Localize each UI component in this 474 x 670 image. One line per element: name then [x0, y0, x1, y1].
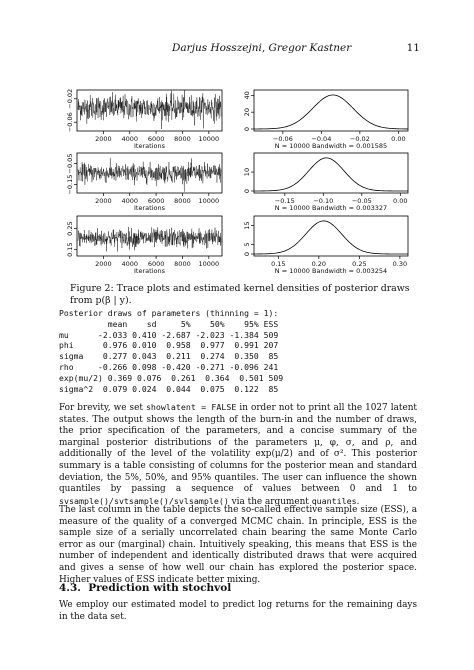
density-x-tick-label: −0.10	[313, 197, 333, 205]
trace-y-tick-label: −0.02	[66, 89, 74, 109]
density-x-tick-label: −0.15	[275, 197, 295, 205]
trace-y-tick-label: −0.06	[66, 112, 74, 132]
density-y-tick-label: 5	[243, 242, 251, 246]
trace-panel-frame	[76, 152, 223, 194]
para1-text-1: For brevity, we set	[59, 403, 146, 413]
trace-x-tick-label: 4000	[121, 260, 138, 268]
trace-y-tick-label: −0.05	[66, 154, 74, 174]
trace-x-tick-label: 2000	[95, 260, 112, 268]
trace-x-tick-label: 10000	[198, 135, 219, 143]
trace-x-tick-label: 10000	[198, 260, 219, 268]
trace-line	[77, 157, 222, 192]
trace-y-tick-label: −0.15	[66, 175, 74, 195]
density-curve	[254, 157, 408, 192]
r-output-block: Posterior draws of parameters (thinning …	[59, 308, 284, 394]
paragraph-ess: The last column in the table depicts the…	[59, 505, 417, 585]
section-title: Prediction with stochvol	[88, 582, 232, 594]
density-x-axis-label: N = 10000 Bandwidth = 0.003254	[275, 267, 387, 275]
code-svsample-functions: svsample()/svtsample()/svlsample()	[59, 495, 229, 506]
density-y-tick-label: 20	[243, 108, 251, 116]
trace-x-tick-label: 6000	[148, 260, 165, 268]
density-x-tick-label: 0.00	[393, 197, 407, 205]
density-y-tick-label: 0	[243, 127, 251, 131]
trace-y-tick-label: 0.15	[66, 242, 74, 256]
density-x-tick-label: 0.30	[393, 260, 407, 268]
running-header-authors: Darjus Hosszejni, Gregor Kastner	[172, 42, 352, 54]
para1-text-3: via the argument	[228, 496, 312, 507]
density-x-tick-label: 0.00	[391, 135, 405, 143]
density-x-tick-label: −0.06	[273, 135, 293, 143]
density-x-tick-label: 0.25	[352, 260, 366, 268]
trace-x-tick-label: 6000	[148, 135, 165, 143]
trace-x-tick-label: 4000	[121, 197, 138, 205]
trace-y-tick-label: 0.25	[66, 221, 74, 235]
density-y-tick-label: 40	[243, 91, 251, 99]
trace-density-figure: 2000 4000 6000 8000 10000Iterations−0.06−0.0…	[66, 89, 409, 275]
density-y-tick-label: 0	[243, 252, 251, 256]
density-panel-frame	[253, 215, 409, 257]
trace-panel-frame	[76, 215, 223, 257]
figure-caption: Figure 2: Trace plots and estimated kern…	[70, 283, 410, 306]
trace-x-tick-label: 8000	[174, 135, 191, 143]
density-x-axis-label: N = 10000 Bandwidth = 0.003327	[275, 204, 387, 212]
density-x-tick-label: −0.02	[350, 135, 370, 143]
density-x-tick-label: −0.04	[311, 135, 331, 143]
density-x-tick-label: 0.15	[271, 260, 285, 268]
density-panel-frame	[253, 89, 409, 132]
trace-x-tick-label: 8000	[174, 260, 191, 268]
trace-x-tick-label: 2000	[95, 135, 112, 143]
section-number: 4.3.	[59, 582, 81, 594]
code-quantiles: quantiles	[311, 495, 357, 506]
code-showlatent: showlatent = FALSE	[145, 402, 237, 412]
trace-x-axis-label: Iterations	[134, 267, 166, 275]
para1-text-2: in order not to print all the 1027 laten…	[59, 403, 417, 495]
trace-x-tick-label: 6000	[148, 197, 165, 205]
trace-x-axis-label: Iterations	[134, 204, 166, 212]
page-number: 11	[406, 42, 420, 54]
trace-x-axis-label: Iterations	[134, 142, 166, 150]
density-x-tick-label: −0.05	[352, 197, 372, 205]
trace-panel-frame	[76, 89, 223, 132]
density-y-tick-label: 0	[243, 189, 251, 193]
trace-line	[77, 227, 222, 252]
density-curve	[254, 94, 409, 130]
trace-x-tick-label: 8000	[174, 197, 191, 205]
density-x-axis-label: N = 10000 Bandwidth = 0.001585	[275, 142, 387, 150]
paragraph-brevity: For brevity, we set showlatent = FALSE i…	[59, 402, 417, 508]
density-y-tick-label: 15	[243, 221, 251, 229]
paragraph-prediction: We employ our estimated model to predict…	[59, 600, 417, 622]
para1-text-4: .	[356, 496, 360, 507]
density-panel-frame	[253, 152, 409, 194]
section-heading: 4.3. Prediction with stochvol	[59, 582, 231, 594]
trace-x-tick-label: 2000	[95, 197, 112, 205]
density-curve	[254, 220, 408, 255]
trace-line	[77, 90, 222, 129]
density-y-tick-label: 10	[243, 168, 251, 176]
trace-x-tick-label: 4000	[121, 135, 138, 143]
density-x-tick-label: 0.20	[312, 260, 326, 268]
trace-x-tick-label: 10000	[198, 197, 219, 205]
